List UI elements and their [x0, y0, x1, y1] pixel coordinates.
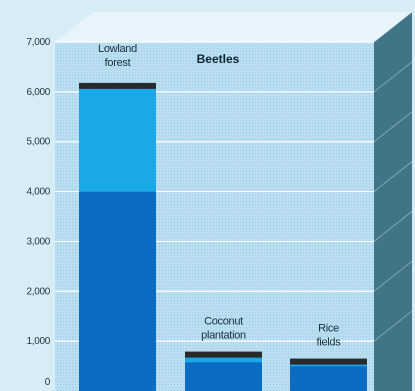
- category-label-2-0: Rice: [318, 323, 339, 335]
- bar-lower-2: [290, 366, 367, 391]
- category-labels: Lowland forest Coconut plantation Rice fields: [98, 43, 341, 349]
- plot-top-face: [55, 12, 412, 42]
- side-gridline-3: [373, 211, 413, 242]
- category-label-1-1: plantation: [201, 330, 246, 342]
- category-label-1-0: Coconut: [204, 316, 243, 328]
- y-tick-label-2: 2,000: [26, 286, 50, 297]
- plot-side-face: [374, 12, 412, 391]
- bar-upper-0: [79, 85, 156, 192]
- category-label-0-1: forest: [105, 57, 131, 69]
- y-tick-label-1: 1,000: [26, 336, 50, 347]
- category-label-0-0: Lowland: [98, 43, 137, 55]
- bar-lower-0: [79, 191, 156, 391]
- category-label-2-1: fields: [317, 337, 342, 349]
- y-tick-label-0: 0: [45, 377, 51, 388]
- y-tick-label-5: 5,000: [26, 137, 50, 148]
- side-gridline-1: [373, 310, 413, 342]
- side-gridline-7: [373, 11, 413, 43]
- bar-cap-0: [79, 82, 156, 89]
- bar-upper-1: [185, 354, 262, 363]
- y-tick-label-4: 4,000: [26, 187, 50, 198]
- y-tick-label-6: 6,000: [26, 87, 50, 98]
- bar-cap-2: [290, 358, 367, 365]
- bar-cap-1: [185, 351, 262, 358]
- bar-lower-1: [185, 362, 262, 391]
- bars: [79, 82, 367, 391]
- y-tick-label-3: 3,000: [26, 236, 50, 247]
- side-gridline-2: [373, 260, 413, 292]
- y-tick-label-7: 7,000: [26, 37, 50, 48]
- side-gridline-5: [373, 111, 413, 143]
- chart-title: Beetles: [197, 52, 240, 66]
- y-axis: 0 1,000 2,000 3,000 4,000 5,000 6,000 7,000: [26, 37, 51, 388]
- side-gridline-4: [373, 161, 413, 192]
- side-gridline-6: [373, 61, 413, 93]
